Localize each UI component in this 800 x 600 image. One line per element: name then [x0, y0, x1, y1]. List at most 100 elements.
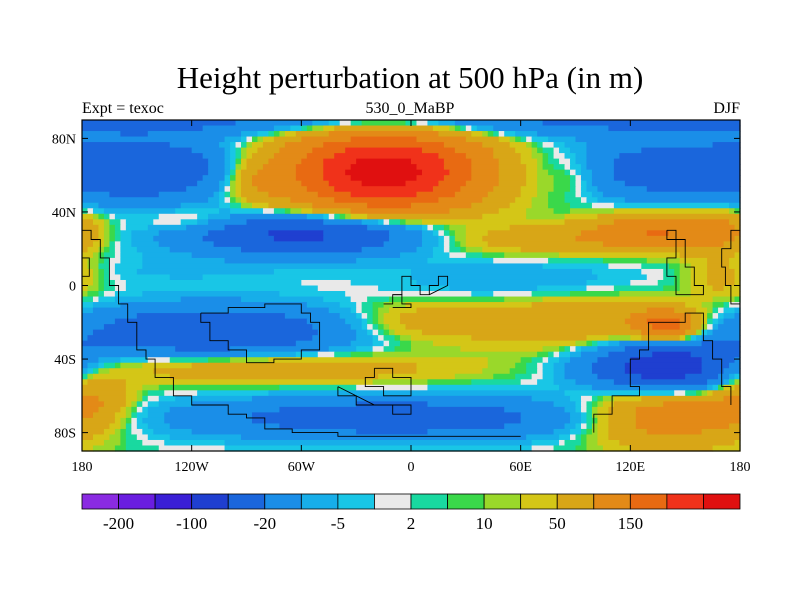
- field-cell: [580, 395, 593, 402]
- field-cell: [591, 428, 599, 436]
- field-cell: [586, 279, 631, 287]
- field-cell: [92, 279, 100, 287]
- field-cell: [262, 164, 297, 171]
- field-cell: [82, 191, 111, 198]
- field-cell: [427, 428, 555, 436]
- field-cell: [142, 428, 154, 436]
- field-cell: [306, 318, 346, 325]
- field-cell: [493, 125, 609, 132]
- field-cell: [663, 268, 675, 276]
- field-cell: [109, 246, 116, 253]
- field-cell: [328, 307, 352, 314]
- field-cell: [504, 131, 516, 138]
- field-cell: [125, 445, 160, 452]
- field-cell: [471, 164, 500, 171]
- field-cell: [723, 302, 730, 309]
- field-cell: [602, 257, 648, 265]
- field-cell: [82, 279, 94, 287]
- field-cell: [136, 401, 143, 408]
- field-cell: [438, 180, 467, 187]
- field-cell: [707, 379, 725, 386]
- field-cell: [82, 208, 89, 215]
- field-cell: [696, 329, 703, 336]
- field-cell: [82, 379, 89, 386]
- field-cell: [125, 395, 138, 402]
- field-cell: [476, 125, 494, 132]
- field-cell: [339, 313, 357, 320]
- coastline: [337, 386, 412, 415]
- field-cell: [564, 362, 593, 369]
- field-cell: [400, 313, 631, 320]
- field-cell: [526, 169, 538, 176]
- field-cell: [619, 340, 703, 347]
- field-cell: [641, 268, 664, 276]
- field-cell: [471, 291, 494, 298]
- field-cell: [350, 296, 368, 303]
- field-cell: [273, 208, 286, 215]
- colorbar-box: [154, 493, 193, 510]
- field-cell: [301, 208, 313, 215]
- field-cell: [564, 346, 571, 353]
- field-cell: [411, 158, 445, 165]
- field-cell: [312, 125, 324, 132]
- field-cell: [411, 268, 593, 276]
- field-cell: [82, 324, 105, 331]
- field-cell: [153, 368, 418, 375]
- field-cell: [548, 158, 560, 165]
- field-cell: [241, 197, 248, 204]
- field-cell: [515, 362, 527, 369]
- field-cell: [98, 291, 105, 298]
- field-cell: [273, 235, 324, 242]
- field-cell: [443, 175, 472, 182]
- field-cell: [729, 202, 741, 209]
- field-cell: [125, 439, 143, 447]
- field-cell: [82, 335, 89, 342]
- field-cell: [356, 329, 368, 336]
- field-cell: [361, 324, 368, 331]
- field-cell: [701, 357, 736, 364]
- field-cell: [504, 296, 544, 303]
- field-cell: [82, 285, 89, 292]
- field-cell: [175, 395, 253, 402]
- field-cell: [635, 412, 741, 419]
- field-cell: [679, 268, 692, 276]
- field-cell: [82, 257, 89, 265]
- field-cell: [449, 208, 500, 215]
- field-cell: [383, 313, 401, 320]
- field-cell: [520, 136, 527, 143]
- field-cell: [339, 213, 346, 220]
- field-cell: [290, 125, 302, 132]
- field-cell: [235, 191, 242, 198]
- field-cell: [82, 197, 209, 204]
- field-cell: [591, 175, 615, 182]
- field-cell: [164, 439, 226, 447]
- field-cell: [279, 384, 357, 391]
- field-cell: [559, 147, 571, 154]
- field-cell: [580, 169, 593, 176]
- field-cell: [520, 357, 533, 364]
- field-cell: [82, 268, 94, 276]
- field-cell: [679, 285, 692, 292]
- field-cell: [548, 357, 560, 364]
- field-cell: [109, 219, 121, 226]
- field-cell: [597, 412, 609, 419]
- field-cell: [690, 263, 708, 270]
- field-cell: [520, 186, 538, 193]
- field-cell: [421, 230, 434, 237]
- field-cell: [493, 257, 549, 265]
- field-cell: [537, 147, 544, 154]
- field-cell: [597, 406, 609, 413]
- field-cell: [570, 434, 577, 441]
- field-cell: [548, 197, 566, 204]
- field-cell: [98, 368, 111, 375]
- field-cell: [125, 434, 138, 441]
- field-cell: [131, 417, 138, 425]
- field-cell: [613, 169, 741, 176]
- field-cell: [487, 191, 522, 198]
- field-cell: [367, 213, 483, 220]
- field-cell: [432, 252, 450, 259]
- field-cell: [241, 175, 253, 182]
- field-cell: [427, 384, 560, 391]
- experiment-label: Expt = texoc: [82, 100, 164, 117]
